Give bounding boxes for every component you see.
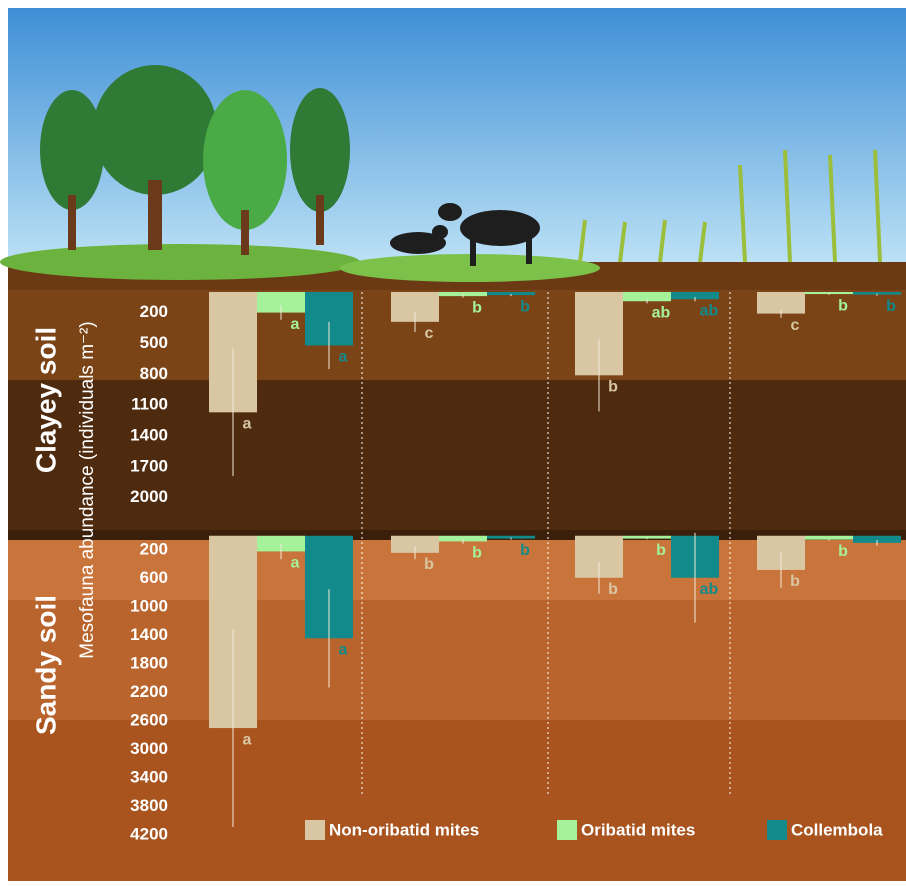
value-label: a: [339, 642, 348, 659]
legend-label: Non-oribatid mites: [329, 820, 479, 839]
legend-swatch: [305, 820, 325, 840]
value-label: b: [656, 542, 666, 559]
value-label: a: [243, 731, 252, 748]
y-tick-label: 1400: [130, 625, 168, 644]
value-label: b: [424, 556, 434, 573]
bar: [439, 535, 487, 542]
value-label: b: [838, 543, 848, 560]
y-tick-label: 1800: [130, 653, 168, 672]
y-tick-label: 1000: [130, 596, 168, 615]
value-label: b: [608, 581, 618, 598]
legend-swatch: [767, 820, 787, 840]
bar: [757, 292, 805, 314]
value-label: b: [886, 298, 896, 315]
bar: [391, 535, 439, 553]
bar: [487, 535, 535, 539]
value-label: ab: [700, 581, 719, 598]
value-label: b: [472, 299, 482, 316]
bar: [487, 292, 535, 296]
value-label: b: [608, 379, 618, 396]
panel-label: Clayey soil: [30, 327, 61, 473]
value-label: b: [520, 298, 530, 315]
y-tick-label: 3400: [130, 767, 168, 786]
value-label: c: [791, 317, 800, 334]
y-tick-label: 3800: [130, 796, 168, 815]
bar: [853, 292, 901, 295]
y-tick-label: 1100: [131, 395, 168, 414]
y-tick-label: 600: [140, 568, 168, 587]
y-tick-label: 800: [140, 364, 168, 383]
value-label: b: [790, 573, 800, 590]
value-label: a: [243, 416, 252, 433]
y-tick-label: 4200: [130, 824, 168, 843]
value-label: ab: [652, 304, 671, 321]
bar: [257, 292, 305, 313]
y-axis-label: Mesofauna abundance (individuals m⁻²): [77, 321, 98, 658]
bar: [671, 292, 719, 300]
y-tick-label: 2000: [130, 487, 168, 506]
y-tick-label: 2200: [130, 682, 168, 701]
bar: [853, 535, 901, 543]
bar: [805, 292, 853, 295]
plot-layer: 200 500 800 1100 1400 1700 2000 Clayey soil Meso…: [30, 292, 901, 843]
y-tick-label: 1700: [130, 456, 168, 475]
y-tick-label: 500: [140, 333, 168, 352]
bar: [623, 292, 671, 302]
value-label: ab: [700, 302, 719, 319]
value-label: b: [520, 542, 530, 559]
bar: [805, 535, 853, 540]
y-tick-label: 1400: [130, 425, 168, 444]
bar: [439, 292, 487, 297]
legend-swatch: [557, 820, 577, 840]
background: [0, 8, 906, 881]
y-tick-label: 3000: [130, 739, 168, 758]
legend-label: Collembola: [791, 820, 883, 839]
value-label: a: [291, 316, 300, 333]
value-label: c: [425, 325, 434, 342]
legend-label: Oribatid mites: [581, 820, 695, 839]
value-label: a: [291, 555, 300, 572]
y-tick-label: 200: [140, 539, 168, 558]
bar: [623, 535, 671, 539]
y-tick-label: 200: [140, 302, 168, 321]
y-tick-label: 2600: [130, 710, 168, 729]
value-label: a: [339, 349, 348, 366]
value-label: b: [472, 545, 482, 562]
panel-label: Sandy soil: [30, 595, 61, 735]
value-label: b: [838, 297, 848, 314]
